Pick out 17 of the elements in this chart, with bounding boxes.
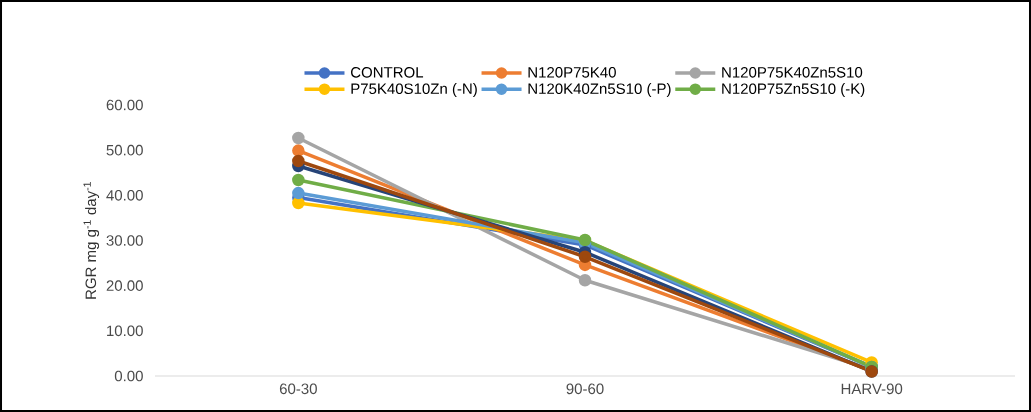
- legend-label: P75K40S10Zn (-N): [351, 83, 477, 97]
- y-axis-title: RGR mg g$^{-1}$ day$^{-1}$: [83, 182, 100, 299]
- legend-label: N120P75K40Zn5S10: [722, 67, 863, 78]
- x-tick-label: HARV-90: [841, 383, 903, 395]
- y-tick-label: 10.00: [107, 325, 143, 337]
- legend-label: N120P75Zn5S10 (-K): [722, 83, 865, 97]
- y-tick-label: 0.00: [114, 370, 143, 382]
- legend-label: N120K40Zn5S10 (-P): [528, 83, 671, 97]
- x-tick-label: 60-30: [279, 383, 317, 395]
- y-tick-label: 20.00: [106, 280, 143, 291]
- legend-label: CONTROL: [351, 67, 424, 78]
- y-tick-label: 40.00: [106, 190, 143, 201]
- y-tick-label: 50.00: [106, 144, 143, 156]
- y-tick-label: 30.00: [106, 235, 143, 246]
- y-tick-label: 60.00: [106, 99, 143, 111]
- legend-label: N120P75K40: [528, 67, 616, 78]
- x-tick-label: 90-60: [566, 383, 604, 395]
